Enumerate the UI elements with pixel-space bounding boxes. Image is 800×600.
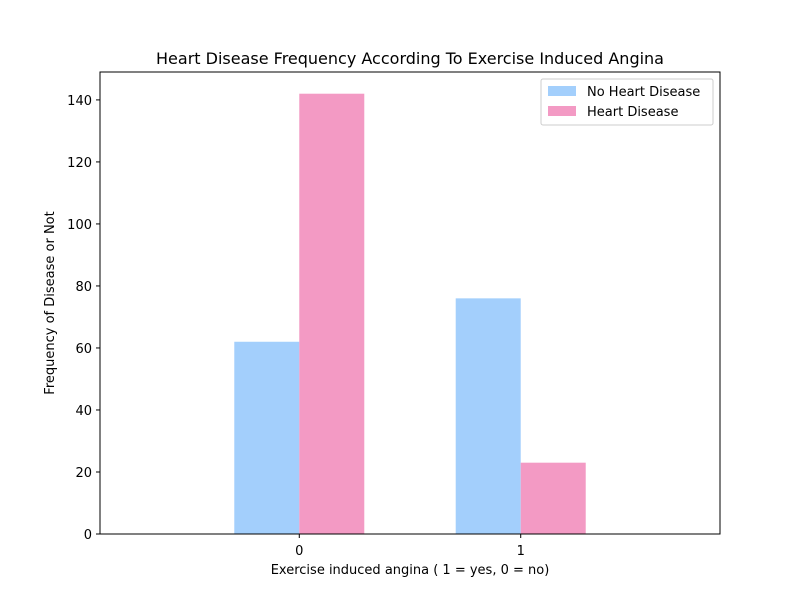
x-tick-label: 0 bbox=[295, 544, 303, 559]
legend: No Heart Disease Heart Disease bbox=[540, 78, 714, 126]
y-tick-label: 60 bbox=[75, 342, 92, 357]
bar-heart-disease-0 bbox=[299, 93, 365, 534]
y-tick-label: 100 bbox=[67, 218, 92, 233]
plot-frame bbox=[99, 71, 721, 535]
x-tick-label: 1 bbox=[517, 544, 525, 559]
x-axis-label: Exercise induced angina ( 1 = yes, 0 = n… bbox=[271, 563, 550, 578]
bars bbox=[234, 93, 586, 534]
bar-no-heart-disease-0 bbox=[234, 341, 300, 534]
y-tick-label: 20 bbox=[75, 466, 92, 481]
y-tick-label: 40 bbox=[75, 404, 92, 419]
y-tick-label: 140 bbox=[67, 94, 92, 109]
legend-swatch-no-heart-disease bbox=[548, 86, 576, 96]
legend-box bbox=[540, 78, 714, 126]
chart-title: Heart Disease Frequency According To Exe… bbox=[156, 49, 664, 68]
y-axis-label: Frequency of Disease or Not bbox=[43, 211, 58, 394]
y-tick-label: 0 bbox=[84, 528, 92, 543]
y-tick-label: 120 bbox=[67, 156, 92, 171]
legend-label-heart-disease: Heart Disease bbox=[587, 105, 678, 120]
y-tick-label: 80 bbox=[75, 280, 92, 295]
legend-swatch-heart-disease bbox=[548, 106, 576, 116]
legend-label-no-heart-disease: No Heart Disease bbox=[587, 85, 700, 100]
bar-no-heart-disease-1 bbox=[455, 298, 521, 534]
y-axis-ticks: 0 20 40 60 80 100 120 140 bbox=[67, 94, 100, 543]
bar-heart-disease-1 bbox=[520, 462, 586, 534]
